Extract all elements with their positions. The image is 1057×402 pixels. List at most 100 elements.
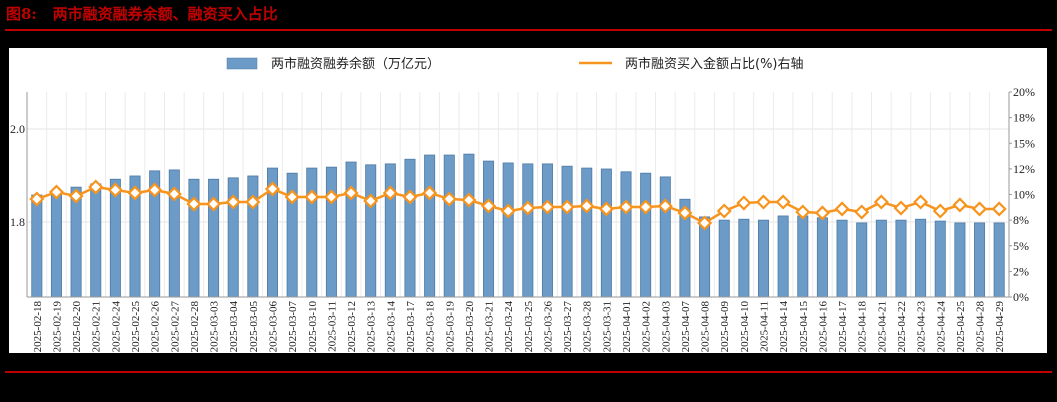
- x-tick-label: 2025-04-28: [975, 301, 987, 353]
- x-tick-label: 2025-02-21: [91, 301, 103, 352]
- right-tick-label: 18%: [1013, 111, 1035, 125]
- marker-2025-03-24: [500, 203, 516, 219]
- bar-2025-03-21: [483, 160, 495, 298]
- marker-2025-03-25: [520, 200, 536, 216]
- marker-2025-02-21: [88, 179, 104, 195]
- marker-2025-03-04: [225, 194, 241, 210]
- bar-2025-03-13: [365, 164, 377, 298]
- x-tick-label: 2025-03-20: [464, 301, 476, 353]
- legend-item-bars: 两市融资融券余额（万亿元）: [226, 56, 440, 72]
- x-tick-label: 2025-04-16: [817, 301, 829, 353]
- marker-2025-02-19: [48, 184, 65, 200]
- bar-2025-03-10: [306, 167, 318, 298]
- bar-2025-02-20: [70, 186, 82, 298]
- marker-2025-03-20: [461, 192, 477, 208]
- x-tick-label: 2025-03-28: [582, 301, 594, 353]
- title-rule: [5, 29, 1052, 31]
- marker-2025-04-14: [775, 194, 791, 210]
- x-tick-label: 2025-04-21: [876, 301, 888, 352]
- x-tick-label: 2025-04-02: [641, 301, 653, 352]
- marker-2025-03-06: [264, 181, 281, 197]
- bar-2025-04-17: [836, 219, 848, 298]
- marker-2025-02-27: [166, 186, 182, 202]
- marker-2025-03-31: [598, 201, 614, 217]
- x-tick-label: 2025-04-29: [994, 301, 1006, 353]
- bar-2025-04-09: [718, 219, 730, 298]
- x-tick-label: 2025-04-15: [798, 301, 810, 353]
- marker-2025-02-25: [127, 185, 143, 201]
- x-tick-label: 2025-04-07: [680, 301, 692, 353]
- bar-2025-04-10: [738, 218, 750, 298]
- bar-2025-02-19: [50, 190, 62, 298]
- marker-2025-04-18: [854, 204, 870, 220]
- marker-2025-04-22: [893, 200, 909, 216]
- bar-2025-04-11: [757, 219, 770, 298]
- x-tick-label: 2025-03-31: [601, 301, 613, 352]
- x-tick-label: 2025-02-28: [189, 301, 201, 353]
- right-tick-label: 2%: [1013, 264, 1029, 278]
- marker-2025-04-01: [618, 199, 634, 215]
- x-tick-label: 2025-03-17: [405, 301, 417, 353]
- right-tick-label: 10%: [1013, 188, 1035, 202]
- bar-2025-04-24: [934, 220, 946, 298]
- marker-2025-03-14: [382, 185, 398, 201]
- legend-line-label: 两市融资买入金额占比(%)右轴: [625, 56, 804, 72]
- marker-2025-03-12: [343, 185, 359, 201]
- marker-2025-03-27: [559, 199, 575, 215]
- x-tick-label: 2025-03-24: [503, 301, 515, 353]
- x-tick-label: 2025-04-17: [837, 301, 849, 353]
- x-tick-label: 2025-02-24: [110, 301, 122, 353]
- x-tick-label: 2025-04-24: [935, 301, 947, 353]
- right-tick-label: 8%: [1013, 213, 1029, 227]
- right-tick-label: 12%: [1013, 162, 1035, 176]
- x-tick-label: 2025-03-21: [484, 301, 496, 352]
- x-tick-label: 2025-04-18: [857, 301, 869, 353]
- x-tick-label: 2025-02-19: [51, 301, 63, 353]
- right-tick-label: 5%: [1013, 239, 1029, 253]
- bar-2025-04-22: [895, 219, 907, 298]
- marker-2025-03-05: [245, 194, 261, 210]
- chart-panel: 2.0 1.8 20% 18% 15% 12% 10% 8% 5% 2% 0% 2025-02-18 2…: [9, 48, 1047, 353]
- bar-2025-03-25: [522, 163, 534, 298]
- right-tick-label: 20%: [1013, 85, 1035, 99]
- bar-2025-03-12: [345, 161, 357, 298]
- marker-2025-03-21: [480, 198, 497, 214]
- x-tick-label: 2025-04-10: [739, 301, 751, 353]
- marker-2025-04-02: [638, 199, 654, 215]
- marker-2025-02-28: [186, 196, 202, 212]
- bar-2025-03-17: [404, 158, 416, 298]
- bar-2025-03-28: [581, 167, 593, 298]
- bar-2025-03-14: [384, 163, 396, 298]
- marker-2025-04-09: [716, 203, 732, 219]
- bar-2025-04-16: [816, 217, 828, 298]
- x-tick-label: 2025-03-07: [287, 301, 299, 353]
- marker-2025-03-19: [441, 191, 457, 207]
- x-tick-label: 2025-03-11: [326, 301, 338, 352]
- bar-2025-03-05: [247, 175, 259, 298]
- x-tick-label: 2025-04-01: [621, 301, 633, 352]
- line-series: [29, 179, 1007, 231]
- bar-2025-04-02: [640, 172, 652, 298]
- bar-2025-04-18: [856, 222, 868, 298]
- marker-2025-02-26: [147, 182, 163, 198]
- x-tick-label: 2025-04-25: [955, 301, 967, 353]
- marker-2025-03-11: [323, 189, 339, 205]
- x-tick-label: 2025-03-12: [346, 301, 358, 352]
- bar-2025-04-03: [659, 176, 671, 298]
- x-tick-label: 2025-03-13: [366, 301, 378, 353]
- bar-2025-04-28: [974, 222, 986, 298]
- x-tick-label: 2025-02-26: [150, 301, 162, 353]
- marker-2025-03-07: [284, 189, 300, 205]
- x-tick-label: 2025-03-05: [248, 301, 260, 353]
- bottom-rule: [5, 371, 1052, 373]
- marker-2025-02-18: [29, 191, 45, 207]
- marker-2025-04-21: [873, 194, 889, 210]
- x-tick-label: 2025-02-20: [71, 301, 83, 353]
- marker-2025-04-15: [795, 204, 811, 220]
- bar-2025-03-11: [325, 166, 337, 298]
- bar-2025-04-15: [797, 215, 809, 298]
- marker-2025-04-08: [697, 215, 713, 231]
- marker-2025-04-23: [913, 194, 929, 210]
- x-tick-label: 2025-04-09: [719, 301, 731, 353]
- x-tick-label: 2025-03-03: [209, 301, 221, 353]
